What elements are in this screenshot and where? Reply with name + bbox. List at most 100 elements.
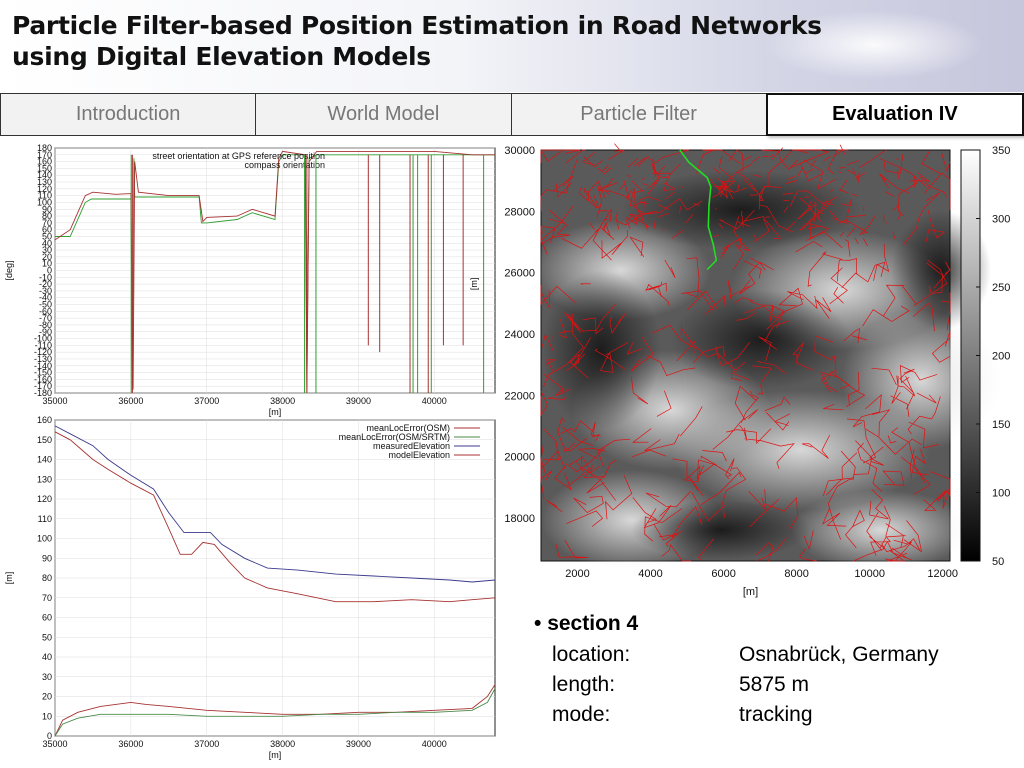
y-tick-label: 100 bbox=[37, 534, 52, 544]
series-line bbox=[54, 688, 496, 737]
y-tick-label: -110 bbox=[35, 340, 52, 350]
map-y-tick-label: 28000 bbox=[504, 206, 535, 218]
location-key: location: bbox=[552, 643, 631, 666]
bullet: • bbox=[534, 612, 542, 635]
map-y-tick-label: 18000 bbox=[504, 513, 535, 525]
tab-introduction[interactable]: Introduction bbox=[0, 93, 256, 136]
slide-title: Particle Filter-based Position Estimatio… bbox=[12, 10, 822, 72]
y-tick-label: -30 bbox=[39, 286, 52, 296]
info-row-mode: mode: tracking bbox=[534, 700, 1014, 730]
tab-evaluation-iv[interactable]: Evaluation IV bbox=[765, 93, 1024, 136]
route-line bbox=[679, 149, 718, 271]
x-tick-label: 37000 bbox=[194, 396, 219, 406]
orientation-chart-svg: 1801701601501401301201101009080706050403… bbox=[4, 143, 496, 417]
y-tick-label: -80 bbox=[39, 320, 52, 330]
x-tick-label: 37000 bbox=[194, 739, 219, 749]
elevation-map-svg: 30000 28000 26000 24000 22000 20000 18000 2000 4… bbox=[504, 143, 1010, 598]
y-tick-label: -70 bbox=[39, 313, 52, 323]
tab-world-model[interactable]: World Model bbox=[255, 93, 511, 136]
y-tick-label: 90 bbox=[42, 204, 52, 214]
y-axis-label: [m] bbox=[4, 572, 14, 585]
map-x-tick-label: 12000 bbox=[927, 568, 958, 580]
legend-entry: street orientation at GPS reference posi… bbox=[152, 151, 325, 161]
map-y-tick-label: 30000 bbox=[504, 145, 535, 157]
colorbar-tick-label: 150 bbox=[992, 419, 1010, 431]
y-tick-label: -130 bbox=[34, 354, 52, 364]
x-tick-label: 40000 bbox=[422, 739, 447, 749]
y-tick-label: -160 bbox=[34, 374, 52, 384]
terrain-shading bbox=[541, 270, 661, 430]
y-tick-label: 100 bbox=[37, 197, 52, 207]
legend-entry: meanLocError(OSM) bbox=[366, 423, 450, 433]
section-info: • section 4 location: Osnabrück, Germany… bbox=[534, 612, 1014, 730]
y-tick-label: 170 bbox=[37, 150, 52, 160]
y-tick-label: 160 bbox=[37, 157, 52, 167]
y-tick-label: 0 bbox=[47, 266, 52, 276]
terrain-shading bbox=[621, 170, 861, 250]
legend-entry: modelElevation bbox=[388, 450, 450, 460]
colorbar-tick-label: 250 bbox=[992, 282, 1010, 294]
terrain-shading bbox=[671, 390, 931, 510]
series-line bbox=[54, 425, 496, 583]
y-tick-label: -10 bbox=[39, 272, 52, 282]
colorbar-tick-label: 50 bbox=[992, 556, 1004, 568]
y-tick-label: 80 bbox=[42, 211, 52, 221]
location-value: Osnabrück, Germany bbox=[739, 643, 939, 666]
y-tick-label: 110 bbox=[38, 514, 52, 524]
elevation-map: 30000 28000 26000 24000 22000 20000 18000 2000 4… bbox=[498, 140, 1024, 605]
y-tick-label: -60 bbox=[39, 306, 52, 316]
map-x-tick-label: 6000 bbox=[711, 568, 735, 580]
y-tick-label: 110 bbox=[38, 191, 52, 201]
y-tick-label: 20 bbox=[42, 252, 52, 262]
y-tick-label: 10 bbox=[42, 259, 52, 269]
y-tick-label: -50 bbox=[39, 300, 52, 310]
y-tick-label: 140 bbox=[37, 170, 52, 180]
tab-particle-filter[interactable]: Particle Filter bbox=[510, 93, 766, 136]
map-y-tick-label: 26000 bbox=[504, 268, 535, 280]
map-x-tick-label: 2000 bbox=[565, 568, 589, 580]
y-tick-label: 60 bbox=[42, 225, 52, 235]
section-title: section 4 bbox=[547, 612, 639, 635]
legend-entry: compass orientation bbox=[244, 160, 325, 170]
road-network bbox=[540, 143, 951, 562]
terrain-shading bbox=[671, 290, 851, 390]
x-tick-label: 36000 bbox=[118, 739, 143, 749]
y-tick-label: 0 bbox=[47, 731, 52, 741]
slide-header: Particle Filter-based Position Estimatio… bbox=[0, 0, 1024, 92]
x-axis-label: [m] bbox=[269, 750, 282, 760]
y-tick-label: 150 bbox=[37, 163, 52, 173]
y-tick-label: 10 bbox=[42, 711, 52, 721]
y-tick-label: -170 bbox=[34, 381, 52, 391]
x-tick-label: 40000 bbox=[422, 396, 447, 406]
section-heading: • section 4 bbox=[534, 612, 1014, 636]
y-tick-label: 120 bbox=[37, 494, 52, 504]
x-axis-label: [m] bbox=[269, 407, 282, 417]
plot-annotation: [m] bbox=[469, 278, 479, 291]
y-tick-label: 140 bbox=[37, 455, 52, 465]
colorbar-tick-label: 200 bbox=[992, 351, 1010, 363]
map-y-tick-label: 20000 bbox=[504, 452, 535, 464]
y-tick-label: -120 bbox=[34, 347, 52, 357]
length-value: 5875 m bbox=[739, 673, 810, 696]
y-tick-label: 130 bbox=[37, 177, 52, 187]
map-x-tick-label: 4000 bbox=[638, 568, 662, 580]
y-tick-label: 130 bbox=[37, 474, 52, 484]
y-tick-label: 60 bbox=[42, 613, 52, 623]
y-tick-label: 120 bbox=[37, 184, 52, 194]
y-axis-label: [deg] bbox=[4, 260, 14, 280]
y-tick-label: 90 bbox=[42, 553, 52, 563]
map-y-tick-label: 22000 bbox=[504, 390, 535, 402]
x-tick-label: 35000 bbox=[42, 739, 67, 749]
colorbar-tick-label: 100 bbox=[992, 488, 1010, 500]
y-tick-label: 20 bbox=[42, 692, 52, 702]
y-tick-label: 40 bbox=[42, 238, 52, 248]
x-tick-label: 39000 bbox=[346, 739, 371, 749]
map-y-tick-label: 24000 bbox=[504, 329, 535, 341]
y-tick-label: -20 bbox=[39, 279, 52, 289]
y-tick-label: 70 bbox=[42, 218, 52, 228]
elevation-chart: 160 150 140 130 120 110 100 90 80 70 60 50 40 30 20 10 0… bbox=[0, 412, 500, 768]
y-tick-label: 180 bbox=[37, 143, 52, 153]
y-tick-label: 50 bbox=[42, 231, 52, 241]
legend-entry: meanLocError(OSM/SRTM) bbox=[339, 432, 450, 442]
series-line bbox=[55, 154, 495, 387]
